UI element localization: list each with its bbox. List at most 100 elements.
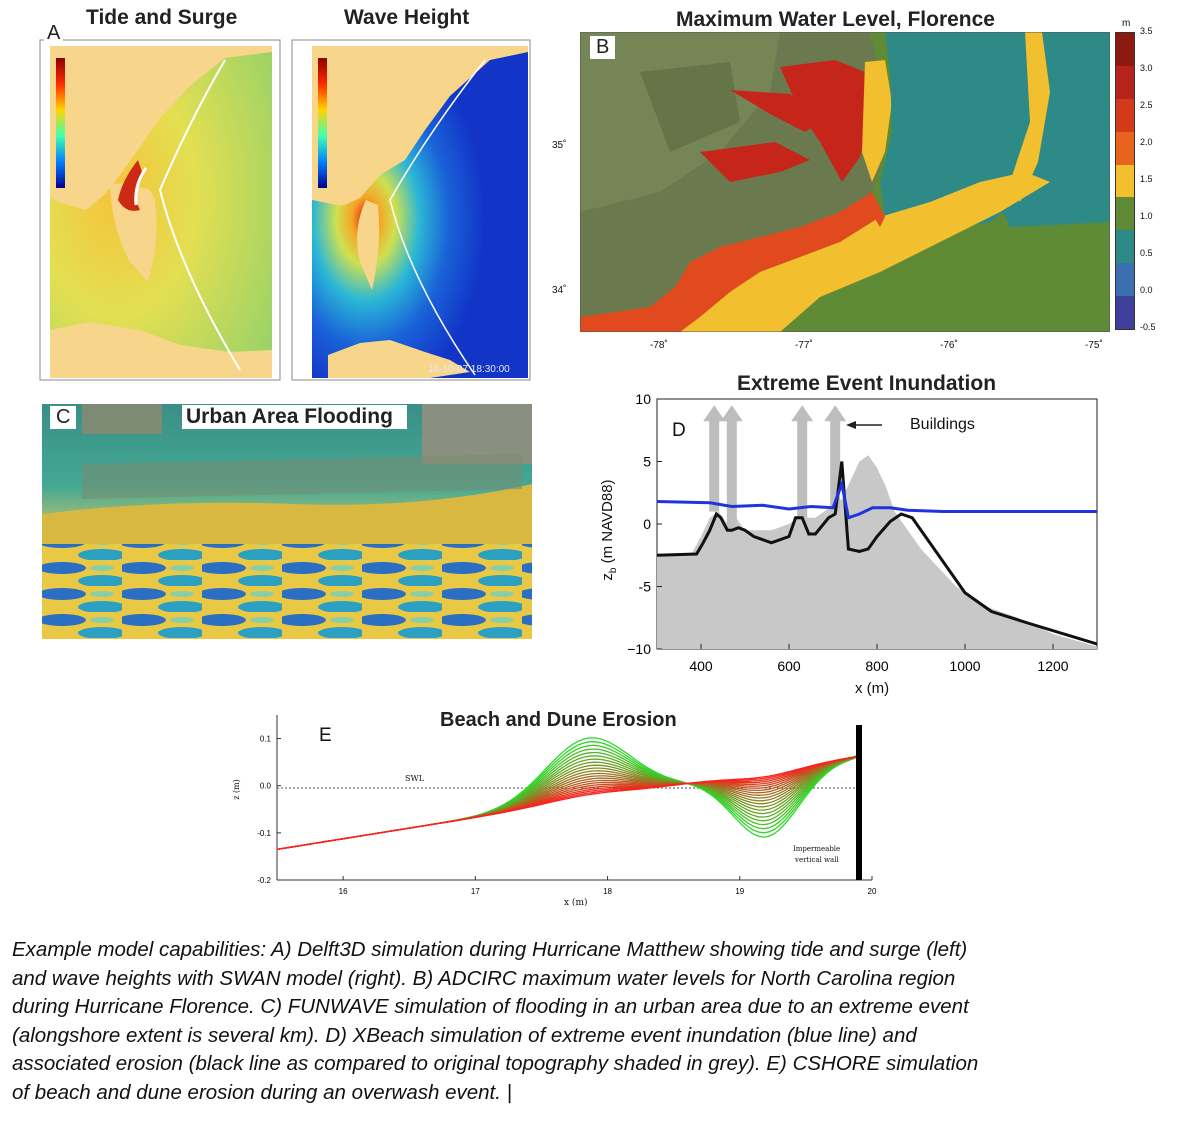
panel-e-x-tick: 20 [868,887,877,896]
panel-d-letter: D [672,420,686,441]
panel-c-letter: C [50,406,77,429]
caption-line: during Hurricane Florence. C) FUNWAVE si… [12,995,969,1018]
panel-d-x-tick: 600 [777,658,801,674]
panel-b-lat-tick: 34˚ [552,285,567,296]
figure-caption: Example model capabilities: A) Delft3D s… [12,936,1184,1107]
panel-d-ylabel-sub: b [608,567,619,574]
panel-d: 400 600 800 1000 1200 10 5 0 -5 −10 Extreme Event… [580,370,1120,705]
colorbar-segment [1116,296,1134,329]
panel-e-y-tick: 0.1 [260,735,272,744]
colorbar-tick: 2.5 [1140,100,1153,110]
panel-d-y-tick: 5 [643,454,651,470]
panel-e-ylabel: z (m) [231,779,241,800]
colorbar-tick: 1.0 [1140,211,1153,221]
panel-a-left-title: Tide and Surge [86,6,238,29]
panel-d-erosion-line [656,461,1098,646]
panel-d-ylabel-main: z [599,573,616,581]
panel-b-lon-tick: -78˚ [650,340,668,351]
panel-d-y-tick: −10 [627,641,651,657]
colorbar-tick: 0.5 [1140,248,1153,258]
panel-b-lon-tick: -76˚ [940,340,958,351]
building-arrow-shaft [797,419,808,518]
caption-line: associated erosion (black line as compar… [12,1052,979,1075]
panel-a-figure [39,39,531,381]
panel-c-title: Urban Area Flooding [182,405,407,429]
panel-a-right-title: Wave Height [344,6,470,29]
panel-c: C Urban Area Flooding [42,404,532,639]
panel-d-chart: 400 600 800 1000 1200 10 5 0 -5 −10 [627,391,1098,674]
colorbar-segment [1116,164,1134,198]
colorbar-tick: 0.0 [1140,285,1153,295]
building-arrow-head [791,405,814,422]
caption-line: and wave heights with SWAN model (right)… [12,966,956,990]
colorbar-segment [1116,197,1134,231]
panel-e-xlabel: x (m) [564,898,588,906]
panel-d-xlabel: x (m) [855,680,890,697]
panel-d-ylabel-unit: (m NAVD88) [599,479,616,568]
colorbar-tick: 3.5 [1140,26,1153,36]
panel-b-colorbar-unit: m [1122,18,1131,29]
panel-e-wall-label-2: vertical wall [795,856,839,864]
building-arrow-head [703,405,726,422]
panel-d-y-tick: 10 [635,391,651,407]
building-arrow-shaft [709,419,720,512]
panel-b-title: Maximum Water Level, Florence [676,8,995,31]
caption-line: (alongshore extent is several km). D) XB… [12,1023,917,1047]
colorbar-segment [1116,33,1134,66]
colorbar-tick: 3.0 [1140,63,1153,73]
panel-b-colorbar-ticks: 3.5 3.0 2.5 2.0 1.5 1.0 0.5 0.0 -0.5 [1140,26,1180,336]
colorbar-tick: -0.5 [1140,322,1156,332]
panel-e-profiles [276,737,860,851]
panel-b-lon-tick: -75˚ [1085,340,1103,351]
panel-d-x-tick: 1000 [949,658,980,674]
panel-e-y-tick: -0.1 [257,829,271,838]
panel-d-x-tick: 400 [689,658,713,674]
panel-e-y-tick: -0.2 [257,876,271,885]
panel-a: A Tide and Surge Wave Height 16-10-07 18… [30,0,535,385]
panel-d-x-tick: 1200 [1037,658,1068,674]
panel-e-chart: 16 17 18 19 20 0.1 0.0 -0.1 -0.2 [257,715,877,896]
panel-c-figure [42,404,532,639]
panel-d-title: Extreme Event Inundation [737,372,997,395]
panel-d-x-tick: 800 [865,658,889,674]
panel-e-x-tick: 19 [735,887,744,896]
panel-d-building-arrows [703,405,847,531]
panel-e-title: Beach and Dune Erosion [440,709,677,731]
panel-e-x-tick: 16 [339,887,348,896]
panel-e-x-tick: 17 [471,887,480,896]
colorbar-tick: 1.5 [1140,174,1153,184]
colorbar-segment [1116,65,1134,99]
panel-e-letter: E [319,725,332,746]
panel-b: B Maximum Water Level, Florence 35˚ 34˚ … [552,0,1180,385]
panel-b-map [580,32,1110,332]
panel-e-y-tick: 0.0 [260,782,272,791]
erosion-profile-line [276,755,859,851]
building-arrow-head [720,405,743,422]
colorbar-segment [1116,131,1134,165]
building-arrow-shaft [830,419,841,512]
panel-e-swl: SWL [405,774,425,783]
panel-b-lon-tick: -77˚ [795,340,813,351]
building-arrow-shaft [726,419,737,531]
panel-d-annotation: Buildings [910,416,975,433]
panel-b-lat-tick: 35˚ [552,140,567,151]
panel-d-y-tick: -5 [639,579,652,595]
panel-d-original-topography [657,455,1097,649]
colorbar-segment [1116,263,1134,296]
colorbar-tick: 2.0 [1140,137,1153,147]
colorbar-segment [1116,230,1134,264]
panel-a-timestamp: 16-10-07 18:30:00 [428,364,510,375]
panel-e: 16 17 18 19 20 0.1 0.0 -0.1 -0.2 Beach and Dune … [222,705,882,910]
panel-d-ylabel: zb (m NAVD88) [599,455,619,605]
panel-d-inundation-line [656,478,1097,520]
panel-b-letter: B [590,36,616,59]
panel-a-letter: A [44,22,64,45]
panel-b-colorbar [1115,32,1135,330]
panel-e-x-tick: 18 [603,887,612,896]
panel-e-wall-label-1: Impermeable [793,845,841,853]
panel-d-y-tick: 0 [643,516,651,532]
colorbar-segment [1116,98,1134,132]
building-arrow-head [824,405,847,422]
caption-line: of beach and dune erosion during an over… [12,1080,512,1104]
caption-line: Example model capabilities: A) Delft3D s… [12,938,968,961]
